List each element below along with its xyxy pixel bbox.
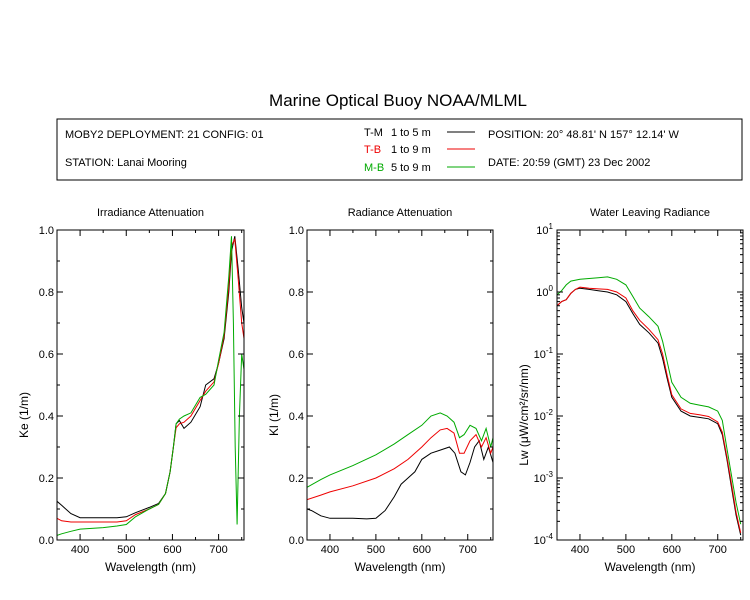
water-leaving-ytick-label: 10-3 bbox=[534, 470, 554, 485]
water-leaving-ytick-label: 10-1 bbox=[534, 346, 554, 361]
legend-range-tb: 1 to 9 m bbox=[391, 144, 431, 156]
legend-range-mb: 5 to 9 m bbox=[391, 162, 431, 174]
irradiance-ytick-label: 0.4 bbox=[39, 411, 54, 423]
water-leaving-xtick-label: 500 bbox=[617, 544, 635, 556]
info-box-border bbox=[56, 118, 743, 181]
irradiance-ylabel: Ke (1/m) bbox=[17, 392, 31, 438]
radiance-ylabel: Kl (1/m) bbox=[267, 394, 281, 436]
radiance-ytick-label: 0.4 bbox=[289, 411, 304, 423]
irradiance-xtick-label: 600 bbox=[163, 544, 181, 556]
irradiance-frame bbox=[56, 229, 245, 541]
water-leaving-title: Water Leaving Radiance bbox=[590, 207, 710, 219]
irradiance-series-m-b bbox=[57, 236, 244, 536]
water-leaving-ytick-label: 10-4 bbox=[534, 532, 554, 547]
irradiance-chart: Irradiance Attenuation 400 500 600 700 0.0 0.2… bbox=[17, 207, 245, 574]
legend-name-tm: T-M bbox=[364, 127, 383, 139]
irradiance-ytick-label: 0.2 bbox=[39, 473, 54, 485]
water-leaving-radiance-chart: Water Leaving Radiance 400 500 600 700 101 100… bbox=[517, 207, 744, 574]
deployment-text: MOBY2 DEPLOYMENT: 21 CONFIG: 01 bbox=[65, 129, 264, 141]
radiance-ytick-label: 0.6 bbox=[289, 349, 304, 361]
radiance-frame bbox=[306, 229, 494, 541]
legend-name-tb: T-B bbox=[364, 144, 381, 156]
irradiance-ytick-label: 0.0 bbox=[39, 535, 54, 547]
water-leaving-xtick-label: 600 bbox=[663, 544, 681, 556]
water-leaving-xlabel: Wavelength (nm) bbox=[605, 560, 696, 574]
radiance-series-t-b bbox=[307, 427, 493, 501]
water-leaving-xtick-label: 400 bbox=[571, 544, 589, 556]
irradiance-title: Irradiance Attenuation bbox=[97, 207, 204, 219]
radiance-ytick-label: 0.2 bbox=[289, 473, 304, 485]
water-leaving-ytick-label: 101 bbox=[536, 222, 553, 237]
water-leaving-frame bbox=[556, 229, 744, 541]
radiance-xtick-label: 600 bbox=[413, 544, 431, 556]
irradiance-ytick-label: 0.6 bbox=[39, 349, 54, 361]
radiance-xlabel: Wavelength (nm) bbox=[355, 560, 446, 574]
legend-range-tm: 1 to 5 m bbox=[391, 127, 431, 139]
irradiance-xlabel: Wavelength (nm) bbox=[105, 560, 196, 574]
water-leaving-ylabel: Lw (μW/cm²/sr/nm) bbox=[517, 364, 531, 466]
figure-title: Marine Optical Buoy NOAA/MLML bbox=[269, 91, 527, 110]
radiance-xtick-label: 400 bbox=[321, 544, 339, 556]
water-leaving-ytick-label: 100 bbox=[536, 284, 553, 299]
water-leaving-xtick-label: 700 bbox=[709, 544, 727, 556]
irradiance-xtick-label: 400 bbox=[71, 544, 89, 556]
radiance-xtick-label: 700 bbox=[459, 544, 477, 556]
water-leaving-series-t-b bbox=[557, 286, 742, 534]
radiance-title: Radiance Attenuation bbox=[348, 207, 453, 219]
water-leaving-ytick-label: 10-2 bbox=[534, 408, 554, 423]
water-leaving-series-t-m bbox=[557, 287, 742, 536]
radiance-series-m-b bbox=[307, 412, 493, 488]
radiance-ytick-label: 1.0 bbox=[289, 225, 304, 237]
legend: T-M 1 to 5 m T-B 1 to 9 m M-B 5 to 9 m bbox=[364, 127, 475, 174]
station-text: STATION: Lanai Mooring bbox=[65, 157, 187, 169]
irradiance-ytick-label: 0.8 bbox=[39, 287, 54, 299]
legend-name-mb: M-B bbox=[364, 162, 384, 174]
irradiance-ytick-label: 1.0 bbox=[39, 225, 54, 237]
info-box: MOBY2 DEPLOYMENT: 21 CONFIG: 01 STATION:… bbox=[56, 118, 743, 181]
date-text: DATE: 20:59 (GMT) 23 Dec 2002 bbox=[488, 157, 650, 169]
irradiance-xtick-label: 700 bbox=[209, 544, 227, 556]
position-text: POSITION: 20° 48.81' N 157° 12.14' W bbox=[488, 129, 680, 141]
radiance-series-t-m bbox=[307, 439, 493, 520]
irradiance-series-t-b bbox=[57, 237, 244, 523]
irradiance-xtick-label: 500 bbox=[117, 544, 135, 556]
radiance-xtick-label: 500 bbox=[367, 544, 385, 556]
radiance-chart: Radiance Attenuation 400 500 600 700 0.0 0.2 0.… bbox=[267, 207, 494, 574]
radiance-ytick-label: 0.8 bbox=[289, 287, 304, 299]
water-leaving-series-m-b bbox=[557, 276, 742, 525]
radiance-ytick-label: 0.0 bbox=[289, 535, 304, 547]
